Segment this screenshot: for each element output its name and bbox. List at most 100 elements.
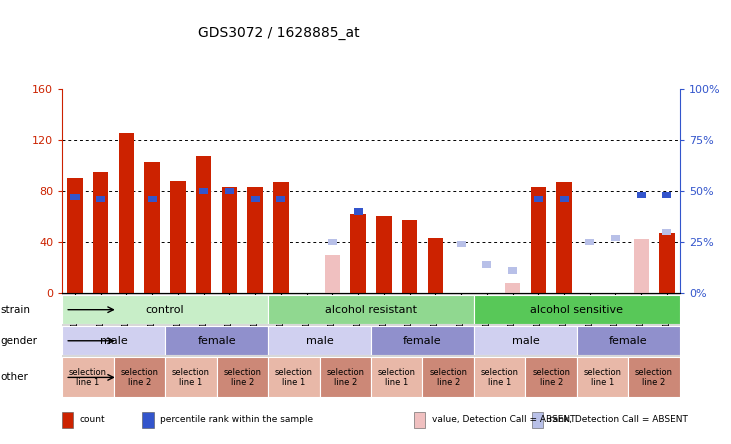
Text: selection
line 1: selection line 1 <box>275 368 313 387</box>
Bar <box>611 235 620 241</box>
Text: selection
line 1: selection line 1 <box>583 368 621 387</box>
Bar <box>371 326 474 355</box>
Bar <box>551 293 577 395</box>
Bar <box>534 196 543 202</box>
Bar <box>88 293 113 395</box>
Bar <box>629 293 654 395</box>
Bar <box>113 357 165 397</box>
Text: selection
line 2: selection line 2 <box>429 368 467 387</box>
Bar <box>345 293 371 395</box>
Bar <box>268 357 319 397</box>
Bar <box>113 293 140 395</box>
Text: male: male <box>306 336 333 346</box>
Bar <box>62 326 165 355</box>
Text: male: male <box>99 336 127 346</box>
Bar <box>354 208 363 214</box>
Text: female: female <box>403 336 442 346</box>
Bar <box>118 134 135 293</box>
Bar <box>531 412 542 428</box>
Bar <box>474 295 680 324</box>
Bar <box>505 283 520 293</box>
Bar <box>577 357 629 397</box>
Bar <box>531 187 546 293</box>
Bar <box>662 192 672 198</box>
Bar <box>500 293 526 395</box>
Bar <box>428 238 443 293</box>
Bar <box>371 293 397 395</box>
Text: selection
line 2: selection line 2 <box>121 368 159 387</box>
Bar <box>474 293 500 395</box>
Bar <box>397 293 423 395</box>
Bar <box>225 188 234 194</box>
Bar <box>145 162 160 293</box>
Bar <box>140 293 165 395</box>
Bar <box>62 295 268 324</box>
Text: selection
line 1: selection line 1 <box>481 368 519 387</box>
Bar <box>199 188 208 194</box>
Bar <box>70 194 80 200</box>
Text: selection
line 1: selection line 1 <box>172 368 210 387</box>
Bar <box>577 326 680 355</box>
Bar <box>414 412 425 428</box>
Bar <box>559 196 569 202</box>
Bar <box>294 293 319 395</box>
Text: value, Detection Call = ABSENT: value, Detection Call = ABSENT <box>431 415 575 424</box>
Text: male: male <box>512 336 539 346</box>
Bar <box>268 326 371 355</box>
Text: count: count <box>80 415 105 424</box>
Bar <box>268 293 294 395</box>
Bar <box>474 357 526 397</box>
Text: selection
line 2: selection line 2 <box>635 368 673 387</box>
Bar <box>423 357 474 397</box>
Bar <box>221 187 237 293</box>
Bar <box>457 241 466 247</box>
Bar <box>247 187 263 293</box>
Bar <box>556 182 572 293</box>
Bar <box>170 181 186 293</box>
Text: selection
line 2: selection line 2 <box>326 368 364 387</box>
Bar <box>634 239 649 293</box>
Text: selection
line 2: selection line 2 <box>532 368 570 387</box>
Text: alcohol sensitive: alcohol sensitive <box>531 305 624 315</box>
Bar <box>62 412 73 428</box>
Bar <box>654 293 680 395</box>
Text: alcohol resistant: alcohol resistant <box>325 305 417 315</box>
Bar <box>659 233 675 293</box>
Text: percentile rank within the sample: percentile rank within the sample <box>160 415 313 424</box>
Bar <box>577 293 602 395</box>
Bar <box>629 357 680 397</box>
Bar <box>319 293 345 395</box>
Text: other: other <box>1 373 29 382</box>
Text: selection
line 2: selection line 2 <box>223 368 261 387</box>
Bar <box>62 293 88 395</box>
Bar <box>216 357 268 397</box>
Text: female: female <box>197 336 236 346</box>
Bar <box>325 255 340 293</box>
Bar <box>423 293 448 395</box>
Text: female: female <box>609 336 648 346</box>
Bar <box>62 357 113 397</box>
Bar <box>165 326 268 355</box>
Bar <box>165 357 216 397</box>
Bar <box>602 293 629 395</box>
Text: strain: strain <box>1 305 31 315</box>
Bar <box>482 261 491 268</box>
Bar <box>67 178 83 293</box>
Bar <box>350 214 366 293</box>
Bar <box>526 357 577 397</box>
Bar <box>143 412 154 428</box>
Bar <box>216 293 242 395</box>
Text: gender: gender <box>1 336 38 346</box>
Bar <box>273 182 289 293</box>
Bar <box>319 357 371 397</box>
Bar <box>268 295 474 324</box>
Bar <box>371 357 423 397</box>
Text: selection
line 1: selection line 1 <box>378 368 416 387</box>
Bar <box>526 293 551 395</box>
Bar <box>196 156 211 293</box>
Bar <box>637 192 645 198</box>
Text: selection
line 1: selection line 1 <box>69 368 107 387</box>
Bar <box>96 196 105 202</box>
Bar <box>242 293 268 395</box>
Text: control: control <box>145 305 184 315</box>
